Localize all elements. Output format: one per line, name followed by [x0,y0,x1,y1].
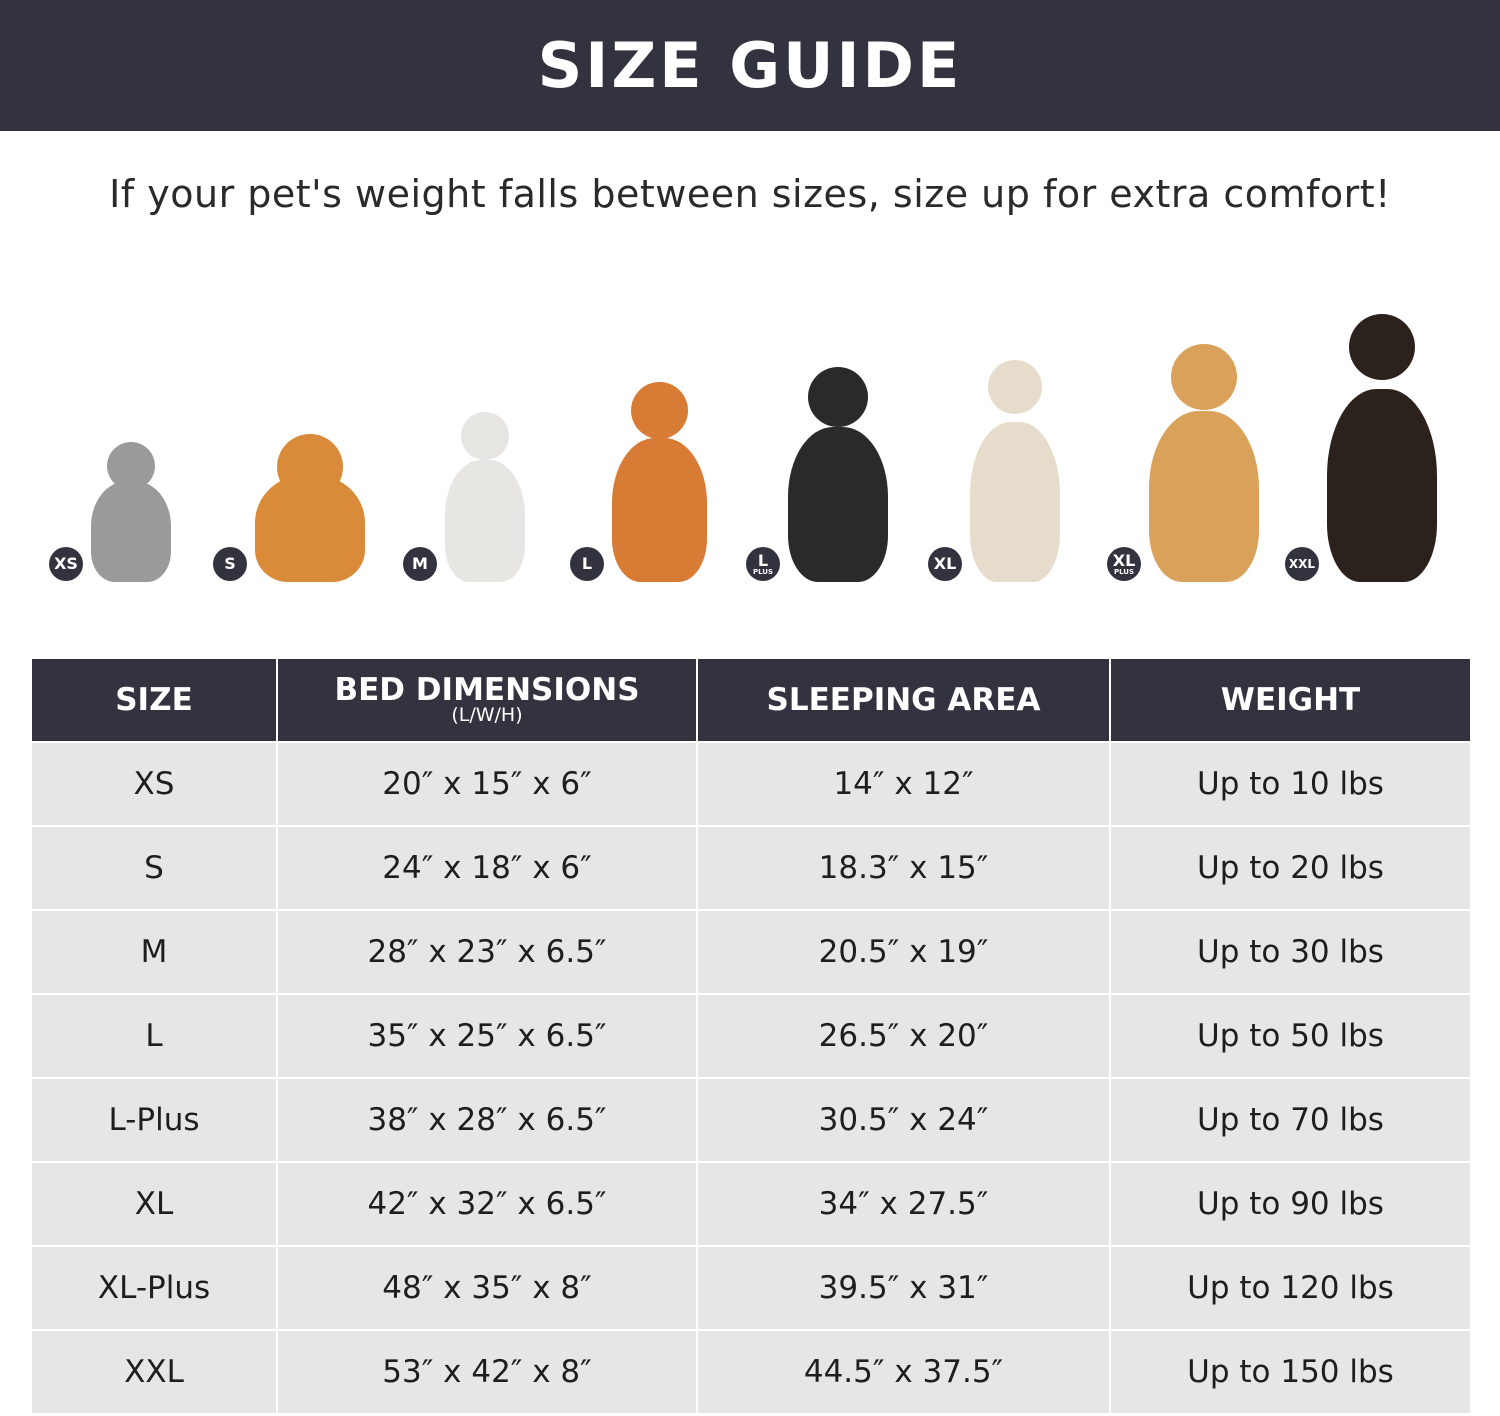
badge-label: XXL [1288,557,1316,571]
table-cell: Up to 30 lbs [1109,909,1472,995]
table-cell: 20.5″ x 19″ [696,909,1111,995]
badge-label: XL [933,554,957,573]
size-badge-4: L PLUS [746,547,780,581]
column-header: SIZE [30,659,278,742]
page-title: SIZE GUIDE [537,29,963,102]
size-badge-6: XL PLUS [1107,547,1141,581]
badge-label: M [412,554,428,573]
size-badge-5: XL [928,547,962,581]
table-cell: 39.5″ x 31″ [696,1245,1111,1331]
table-row: L 35″ x 25″ x 6.5″ 26.5″ x 20″ Up to 50 lbs [30,993,1472,1079]
column-header-label: BED DIMENSIONS [334,671,640,708]
table-cell: 53″ x 42″ x 8″ [276,1329,698,1415]
column-header: SLEEPING AREA [696,659,1111,742]
table-cell: 28″ x 23″ x 6.5″ [276,909,698,995]
table-cell: XL [30,1161,278,1247]
table-cell: Up to 150 lbs [1109,1329,1472,1415]
table-cell: 14″ x 12″ [696,741,1111,827]
size-badge-0: XS [49,547,83,581]
table-cell: XXL [30,1329,278,1415]
pet-labrador-image [970,360,1060,582]
table-row: XL-Plus 48″ x 35″ x 8″ 39.5″ x 31″ Up to 12… [30,1245,1472,1331]
size-badge-3: L [570,547,604,581]
column-header: WEIGHT [1109,659,1472,742]
column-header-sub: (L/W/H) [451,704,523,727]
table-cell: L [30,993,278,1079]
size-badge-2: M [403,547,437,581]
table-cell: 38″ x 28″ x 6.5″ [276,1077,698,1163]
table-cell: 26.5″ x 20″ [696,993,1111,1079]
table-cell: Up to 20 lbs [1109,825,1472,911]
table-cell: L-Plus [30,1077,278,1163]
size-table: SIZE BED DIMENSIONS (L/W/H) SLEEPING AREA WE… [30,659,1472,1415]
table-cell: 34″ x 27.5″ [696,1161,1111,1247]
table-cell: M [30,909,278,995]
table-cell: Up to 50 lbs [1109,993,1472,1079]
column-header-label: SIZE [115,681,193,718]
table-cell: 44.5″ x 37.5″ [696,1329,1111,1415]
badge-label: XS [54,554,78,573]
pet-cat-image [91,442,171,582]
pet-golden-retriever-image [1149,344,1259,582]
table-cell: 35″ x 25″ x 6.5″ [276,993,698,1079]
badge-label: L [581,554,593,573]
pet-french-bulldog-image [445,412,525,582]
column-header-label: WEIGHT [1220,681,1361,718]
table-cell: Up to 10 lbs [1109,741,1472,827]
pet-border-collie-image [788,367,888,582]
table-row: XL 42″ x 32″ x 6.5″ 34″ x 27.5″ Up to 90 lb… [30,1161,1472,1247]
table-cell: 24″ x 18″ x 6″ [276,825,698,911]
pet-shiba-inu-image [612,382,707,582]
table-cell: 30.5″ x 24″ [696,1077,1111,1163]
pet-doberman-image [1327,314,1437,582]
table-cell: 42″ x 32″ x 6.5″ [276,1161,698,1247]
badge-sub-label: PLUS [1113,567,1135,576]
badge-sub-label: PLUS [752,567,774,576]
table-row: S 24″ x 18″ x 6″ 18.3″ x 15″ Up to 20 lbs [30,825,1472,911]
table-row: XXL 53″ x 42″ x 8″ 44.5″ x 37.5″ Up to 150 … [30,1329,1472,1415]
badge-label: L [757,550,769,570]
pet-pomeranian-image [255,434,365,582]
table-cell: XL-Plus [30,1245,278,1331]
badge-label: XL [1112,550,1136,570]
table-cell: 20″ x 15″ x 6″ [276,741,698,827]
table-cell: Up to 120 lbs [1109,1245,1472,1331]
table-cell: XS [30,741,278,827]
column-header: BED DIMENSIONS (L/W/H) [276,659,698,742]
table-cell: Up to 70 lbs [1109,1077,1472,1163]
pet-lineup: XS S M L L PLUS XL XL PLUS XXL [0,300,1500,600]
subtitle: If your pet's weight falls between sizes… [109,172,1391,216]
table-cell: 48″ x 35″ x 8″ [276,1245,698,1331]
size-badge-7: XXL [1285,547,1319,581]
badge-label: S [224,554,236,573]
table-row: M 28″ x 23″ x 6.5″ 20.5″ x 19″ Up to 30 lbs [30,909,1472,995]
table-cell: 18.3″ x 15″ [696,825,1111,911]
table-cell: S [30,825,278,911]
title-banner: SIZE GUIDE [0,0,1500,131]
table-cell: Up to 90 lbs [1109,1161,1472,1247]
size-badge-1: S [213,547,247,581]
table-row: L-Plus 38″ x 28″ x 6.5″ 30.5″ x 24″ Up to 7… [30,1077,1472,1163]
column-header-label: SLEEPING AREA [766,681,1041,718]
table-row: XS 20″ x 15″ x 6″ 14″ x 12″ Up to 10 lbs [30,741,1472,827]
